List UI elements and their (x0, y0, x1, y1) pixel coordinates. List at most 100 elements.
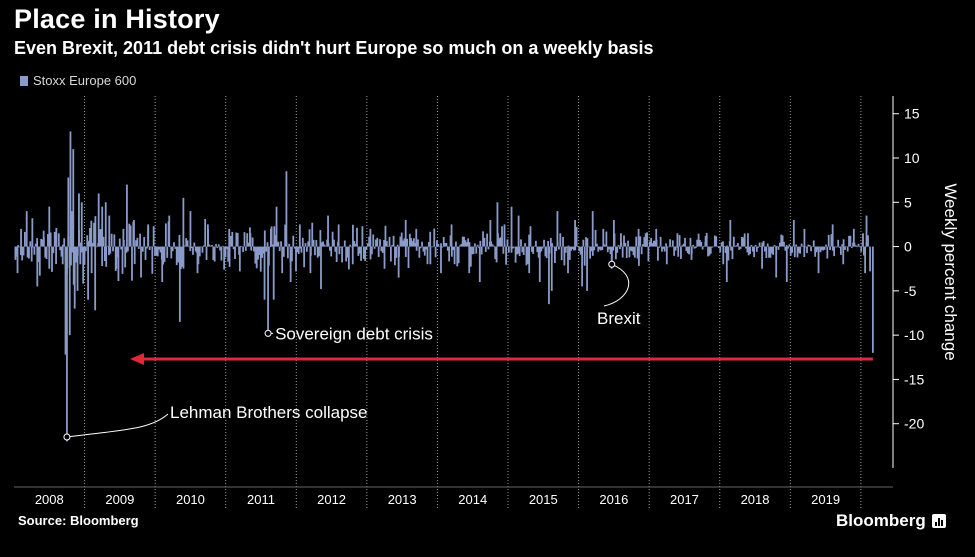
weekly-bar (460, 243, 463, 247)
weekly-bar (379, 239, 381, 247)
weekly-bar (711, 246, 714, 248)
weekly-bar (144, 246, 147, 260)
weekly-bar-key (94, 246, 97, 311)
weekly-bar (28, 246, 30, 259)
weekly-bar (277, 241, 280, 247)
weekly-bar (227, 246, 230, 262)
weekly-bar (259, 246, 262, 272)
weekly-bar (333, 239, 335, 247)
weekly-bar (23, 231, 26, 247)
weekly-bar-key (42, 230, 45, 247)
weekly-bar-key (610, 246, 613, 269)
weekly-bar (643, 237, 646, 247)
weekly-bar-key (69, 131, 72, 247)
weekly-bar (749, 246, 751, 254)
weekly-bar (681, 245, 684, 247)
weekly-bar (673, 246, 676, 256)
weekly-bar (182, 246, 185, 269)
weekly-bar-key (586, 246, 588, 291)
weekly-bar (300, 246, 303, 253)
weekly-bar (52, 246, 55, 254)
weekly-bar (224, 246, 227, 258)
weekly-bar-key (729, 220, 732, 247)
weekly-bar (552, 246, 555, 248)
weekly-bar-key (78, 193, 80, 247)
weekly-bar (600, 246, 602, 251)
weekly-bar (713, 235, 716, 247)
weekly-bar-key (556, 211, 559, 247)
weekly-bar (418, 246, 421, 258)
weekly-bar (330, 246, 333, 257)
weekly-bar (163, 246, 166, 263)
weekly-bar (577, 246, 579, 247)
weekly-bar (257, 246, 259, 260)
weekly-bar (318, 246, 320, 257)
weekly-bar (173, 242, 175, 247)
weekly-bar (791, 246, 793, 253)
weekly-bar (606, 246, 609, 253)
weekly-bar (194, 246, 197, 252)
weekly-bar (724, 246, 727, 253)
weekly-bar (208, 244, 211, 247)
x-tick-label: 2012 (317, 492, 346, 507)
lehman-annotation: Lehman Brothers collapse (170, 403, 368, 422)
weekly-bar (464, 240, 467, 247)
weekly-bar-key (415, 228, 418, 247)
weekly-bar (465, 242, 468, 247)
weekly-bar-key (602, 228, 605, 247)
weekly-bar (709, 246, 712, 254)
weekly-bar (154, 246, 156, 256)
weekly-bar (376, 237, 379, 247)
weekly-bar (563, 246, 566, 266)
weekly-bar (846, 246, 849, 252)
x-tick-label: 2013 (388, 492, 417, 507)
weekly-bar (403, 238, 406, 247)
weekly-bar (404, 246, 407, 258)
weekly-bar (255, 246, 258, 269)
weekly-bar (89, 227, 91, 247)
weekly-bar-key (196, 246, 199, 274)
weekly-bar (347, 246, 350, 270)
weekly-bar (582, 239, 585, 247)
weekly-bar (90, 220, 93, 247)
weekly-bar-key (864, 246, 867, 274)
weekly-bar (303, 246, 306, 268)
weekly-bar (234, 246, 236, 259)
weekly-bar (773, 245, 776, 247)
weekly-bar (549, 237, 552, 247)
weekly-bar (849, 235, 852, 247)
weekly-bar (91, 242, 94, 247)
chart-subtitle: Even Brexit, 2011 debt crisis didn't hur… (14, 38, 654, 58)
weekly-bar (677, 246, 680, 257)
weekly-bar (789, 246, 792, 256)
weekly-bar-key (80, 202, 83, 247)
weekly-bar (434, 246, 437, 258)
weekly-bar-key (704, 235, 707, 247)
weekly-bar (413, 238, 415, 247)
weekly-bar (125, 246, 128, 253)
weekly-bar (635, 236, 638, 247)
weekly-bar (95, 246, 98, 248)
weekly-bar (269, 246, 272, 248)
weekly-bar-key (655, 228, 658, 247)
weekly-bar (364, 246, 367, 261)
weekly-bar (646, 232, 648, 247)
weekly-bar (717, 246, 720, 248)
weekly-bar-key (147, 224, 149, 247)
weekly-bar (858, 246, 861, 248)
weekly-bar (440, 243, 442, 247)
weekly-bar (590, 246, 593, 252)
weekly-bar (796, 246, 799, 258)
weekly-bar (438, 246, 441, 248)
x-tick-label: 2010 (176, 492, 205, 507)
weekly-bar (670, 246, 673, 248)
weekly-bar-key (503, 224, 506, 247)
weekly-bar (159, 246, 162, 253)
weekly-bar (707, 246, 709, 257)
weekly-bar (722, 241, 724, 247)
weekly-bar-key (517, 215, 520, 247)
weekly-bar (209, 245, 212, 247)
weekly-bar (399, 236, 402, 247)
weekly-bar (449, 235, 452, 247)
weekly-bar-key (496, 202, 499, 247)
